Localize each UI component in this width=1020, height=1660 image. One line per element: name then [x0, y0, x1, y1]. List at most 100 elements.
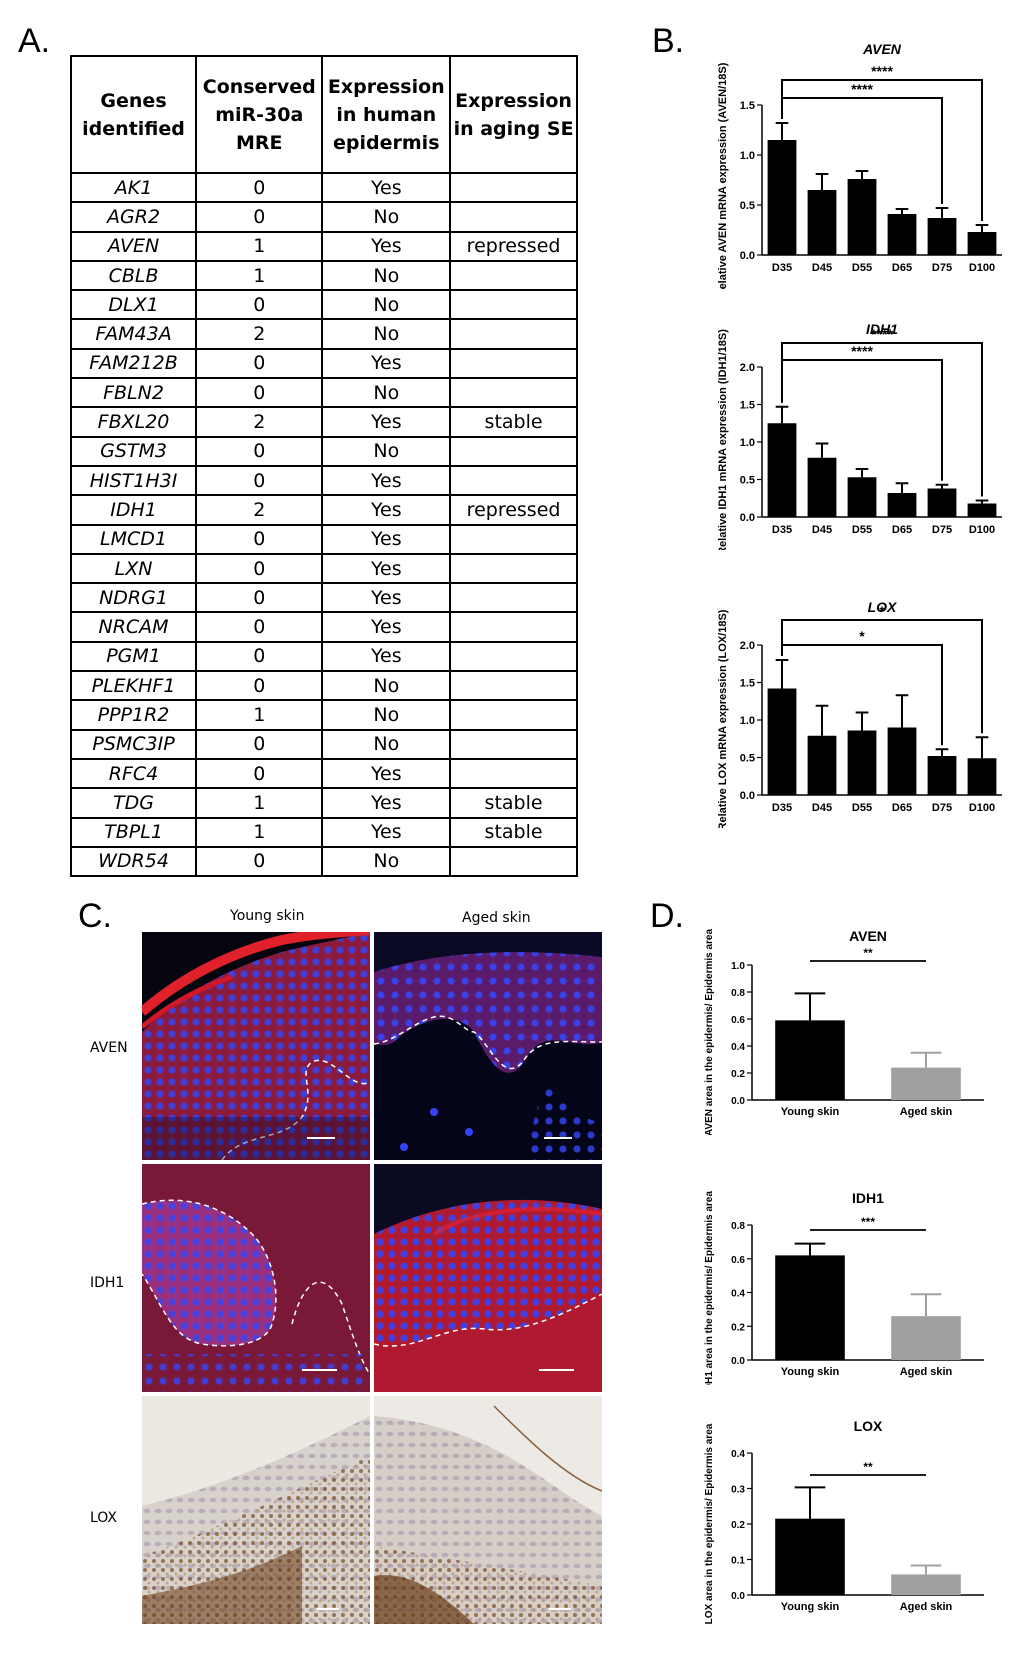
chart-title: IDH1 [852, 1190, 884, 1206]
category-label: D35 [772, 802, 792, 814]
gene-cell: FBLN2 [69, 377, 198, 409]
gene-cell: NRCAM [69, 611, 198, 643]
epidermis-cell: No [321, 289, 452, 321]
aging-cell [449, 670, 578, 702]
y-tick-label: 1.0 [740, 437, 755, 449]
aging-cell [449, 611, 578, 643]
epidermis-cell: Yes [321, 523, 452, 555]
y-axis-label: Relative LOX mRNA expression (LOX/18S) [717, 609, 729, 828]
y-tick-label: 0.4 [731, 1289, 745, 1300]
gene-cell: AGR2 [69, 201, 198, 233]
category-label: Aged skin [900, 1601, 953, 1613]
table-row: PSMC3IP 0 No [69, 728, 578, 760]
table-row: PLEKHF1 0 No [69, 670, 578, 702]
aging-cell [449, 259, 578, 292]
gene-cell: GSTM3 [69, 435, 198, 467]
bar [927, 218, 957, 255]
micrograph-idh1-aged [374, 1164, 602, 1392]
mre-cell: 2 [195, 318, 324, 350]
y-tick-label: 0.5 [740, 200, 755, 212]
micrograph-lox-aged [374, 1396, 602, 1624]
mre-cell: 2 [195, 494, 324, 526]
panel-label-b: B. [652, 22, 685, 60]
significance-label: **** [851, 81, 873, 97]
aging-cell: stable [449, 816, 578, 848]
epidermis-cell: Yes [321, 347, 452, 380]
table-row: RFC4 0 Yes [69, 757, 578, 790]
table-row: AGR2 0 No [69, 201, 578, 233]
category-label: D55 [852, 262, 872, 274]
aging-cell [449, 728, 578, 760]
table-row: IDH1 2 Yes repressed [69, 494, 578, 526]
epidermis-cell: No [321, 259, 452, 292]
epidermis-cell: No [321, 377, 452, 409]
header-genes: Genes identified [69, 55, 198, 174]
gene-cell: DLX1 [69, 289, 198, 321]
y-tick-label: 0.8 [731, 1221, 745, 1232]
category-label: D75 [932, 262, 952, 274]
mre-cell: 0 [195, 728, 324, 760]
gene-cell: AVEN [69, 230, 198, 262]
y-tick-label: 0.0 [731, 1356, 745, 1367]
epidermis-cell: Yes [321, 230, 452, 262]
significance-label: **** [871, 326, 893, 342]
gene-cell: LXN [69, 552, 198, 585]
aging-cell [449, 699, 578, 731]
mre-cell: 0 [195, 670, 324, 702]
category-label: D75 [932, 802, 952, 814]
category-label: D65 [892, 524, 912, 536]
mre-cell: 0 [195, 464, 324, 497]
bar [891, 1067, 961, 1100]
category-label: D75 [932, 524, 952, 536]
epidermis-cell: No [321, 670, 452, 702]
row-label-idh1: IDH1 [90, 1275, 125, 1291]
y-axis-label: Relative AVEN mRNA expression (AVEN/18S) [717, 62, 729, 290]
y-tick-label: 1.0 [740, 150, 755, 162]
category-label: D100 [969, 524, 995, 536]
bar [807, 457, 837, 517]
row-label-lox: LOX [90, 1510, 118, 1526]
table-row: CBLB 1 No [69, 259, 578, 292]
micrograph-lox-young [142, 1396, 370, 1624]
bar [887, 214, 917, 255]
chart-b-aven: AVEN 0.0 0.5 1.0 1.5 Relative AVEN mRNA expre… [717, 41, 1002, 290]
epidermis-cell: No [321, 728, 452, 760]
table-row: FBXL20 2 Yes stable [69, 406, 578, 438]
aging-cell: repressed [449, 230, 578, 262]
aging-cell [449, 171, 578, 204]
scale-bar [317, 1608, 339, 1610]
epidermis-cell: Yes [321, 611, 452, 643]
table-row: FAM43A 2 No [69, 318, 578, 350]
category-label: Young skin [781, 1601, 840, 1613]
gene-cell: NDRG1 [69, 582, 198, 614]
category-label: Young skin [781, 1106, 840, 1118]
col-label-aged: Aged skin [462, 910, 531, 926]
significance-label: **** [871, 63, 893, 79]
scale-bar [307, 1137, 335, 1139]
category-label: D35 [772, 524, 792, 536]
y-tick-label: 0.2 [731, 1520, 745, 1531]
bar [767, 423, 797, 517]
bar [807, 190, 837, 255]
bar [927, 488, 957, 517]
chart-b-lox: LOX 0.0 0.5 1.0 1.5 2.0 Relative LOX mRNA expr… [717, 599, 1002, 828]
gene-table: Genes identified Conserved miR-30a MRE E… [69, 55, 578, 878]
epidermis-cell: Yes [321, 494, 452, 526]
aging-cell: stable [449, 406, 578, 438]
epidermis-cell: No [321, 201, 452, 233]
category-label: Young skin [781, 1366, 840, 1378]
table-row: PPP1R2 1 No [69, 699, 578, 731]
bar [807, 735, 837, 795]
epidermis-cell: No [321, 699, 452, 731]
scale-bar [302, 1369, 337, 1371]
bar [967, 758, 997, 795]
chart-title: LOX [854, 1418, 883, 1434]
y-axis-label: Relative IDH1 mRNA expression (IDH1/18S) [717, 329, 729, 550]
aging-cell [449, 464, 578, 497]
epidermis-cell: Yes [321, 816, 452, 848]
gene-cell: PGM1 [69, 640, 198, 673]
mre-cell: 0 [195, 289, 324, 321]
significance-label: **** [851, 343, 873, 359]
header-mre: Conserved miR-30a MRE [195, 55, 324, 174]
significance-label: ** [863, 1460, 873, 1474]
